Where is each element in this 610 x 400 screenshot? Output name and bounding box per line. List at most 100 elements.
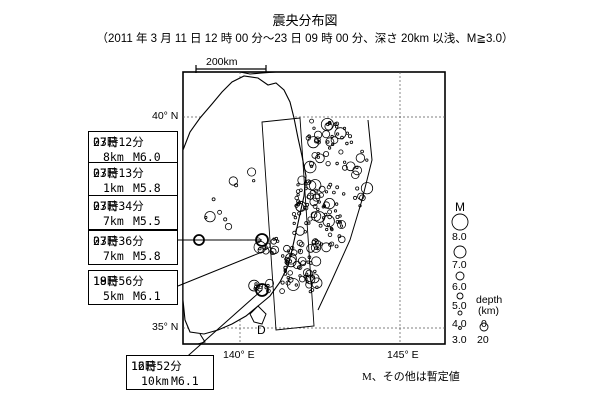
event-depth: 5km (103, 289, 124, 303)
epicenter-circle (247, 167, 257, 177)
depth-legend-label: 20 (477, 334, 489, 346)
magnitude-legend-title: M (455, 200, 465, 214)
japan-trench (317, 119, 373, 311)
magnitude-legend-label: 6.0 (452, 281, 467, 293)
epicenter-circle (327, 146, 332, 150)
epicenter-circle (288, 259, 293, 264)
event-annotation: 23日 07時13分 1km M5.8 (88, 162, 178, 197)
epicenter-circle (281, 254, 285, 258)
epicenter-circle (338, 235, 346, 244)
epicenter-circle (334, 202, 339, 206)
epicenter-circle (325, 161, 331, 167)
epicenter-circle (334, 244, 339, 249)
epicenter-circle (312, 126, 316, 130)
epicenter-circle (289, 253, 293, 257)
epicenter-circle (312, 203, 318, 209)
epicenter-circle (305, 272, 309, 276)
epicenter-circle (305, 135, 311, 141)
event-magnitude: M6.1 (133, 289, 161, 303)
epicenter-circle (309, 164, 314, 168)
lat-label-40: 40° N (152, 110, 179, 122)
epicenter-circle (326, 222, 331, 227)
magnitude-legend-label: 7.0 (452, 259, 467, 271)
epicenter-circle (342, 160, 347, 164)
epicenter-circle (333, 122, 338, 127)
epicenter-circle (270, 238, 277, 245)
epicenter-circle (327, 214, 333, 220)
magnitude-legend-label: 3.0 (452, 334, 467, 346)
event-depth: 7km (103, 214, 124, 228)
epicenter-circle (287, 276, 294, 283)
epicenter-circle (322, 201, 330, 209)
epicenter-circle (311, 240, 317, 246)
epicenter-circle (217, 209, 223, 215)
epicenter-circle (314, 239, 318, 243)
event-annotation: 23日 07時36分 7km M5.8 (88, 230, 178, 265)
epicenter-circle (283, 272, 288, 276)
epicenter-circle (297, 256, 307, 266)
epicenter-circle (313, 130, 323, 139)
page-subtitle: （2011 年 3 月 11 日 12 時 00 分～23 日 09 時 00 … (96, 33, 514, 45)
epicenter-circle (292, 221, 296, 225)
epicenter-circle (303, 186, 308, 191)
page-title: 震央分布図 (272, 13, 338, 28)
depth-legend-unit: (km) (478, 305, 499, 317)
event-depth: 7km (103, 249, 124, 263)
epicenter-circle (308, 261, 313, 265)
event-depth: 8km (103, 150, 124, 164)
epicenter-circle (329, 226, 333, 231)
epicenter-circle (265, 278, 275, 288)
epicenter-circle (285, 257, 291, 263)
epicenter-circle (294, 195, 299, 201)
event-magnitude: M5.8 (133, 181, 161, 195)
epicenter-circle (294, 283, 298, 287)
epicenter-circle (319, 242, 323, 246)
epicenter-circle (341, 164, 348, 171)
epicenter-circle (298, 274, 302, 278)
epicenter-circle (313, 138, 319, 144)
epicenter-circle (314, 188, 319, 194)
epicenter-circle (270, 245, 280, 255)
epicenter-circle (295, 226, 305, 236)
epicenter-circles (193, 118, 374, 297)
event-magnitude: M5.5 (133, 214, 161, 228)
epicenter-circle (339, 224, 344, 228)
epicenter-circle (312, 193, 321, 202)
lat-label-35: 35° N (152, 321, 179, 333)
epicenter-circle (338, 214, 342, 218)
epicenter-circle (311, 152, 319, 159)
major-epicenter-circle (255, 283, 269, 297)
epicenter-circle (297, 201, 301, 205)
epicenter-circle (283, 268, 287, 272)
epicenter-circle (299, 188, 303, 193)
magnitude-legend-label: 8.0 (452, 231, 467, 243)
epicenter-circle (303, 230, 307, 234)
epicenter-circle (321, 242, 332, 253)
event-magnitude: M5.8 (133, 249, 161, 263)
epicenter-circle (307, 255, 312, 260)
epicenter-circle (291, 212, 297, 217)
aftershock-region (261, 117, 315, 331)
epicenter-circle (297, 175, 307, 185)
event-annotation: 19日 18時56分 5km M6.1 (88, 270, 178, 305)
epicenter-circle (353, 195, 358, 200)
epicenter-circle (316, 207, 320, 212)
epicenter-circle (286, 276, 290, 280)
magnitude-legend-label: 4.0 (452, 318, 467, 330)
epicenter-circle (328, 182, 333, 187)
epicenter-circle (279, 288, 285, 294)
epicenter-circle (309, 197, 319, 207)
epicenter-circle (360, 182, 374, 195)
event-magnitude: M6.0 (133, 150, 161, 164)
epicenter-circle (337, 220, 342, 224)
epicenter-circle (355, 153, 366, 163)
epicenter-circle (297, 249, 301, 253)
epicenter-circle (335, 185, 340, 190)
epicenter-circle (320, 118, 334, 132)
epicenter-circle (318, 223, 323, 228)
epicenter-circle (327, 121, 332, 125)
epicenter-circle (283, 244, 291, 253)
epicenter-circle (254, 282, 258, 286)
epicenter-circle (234, 183, 239, 188)
izu-peninsula (197, 333, 206, 345)
